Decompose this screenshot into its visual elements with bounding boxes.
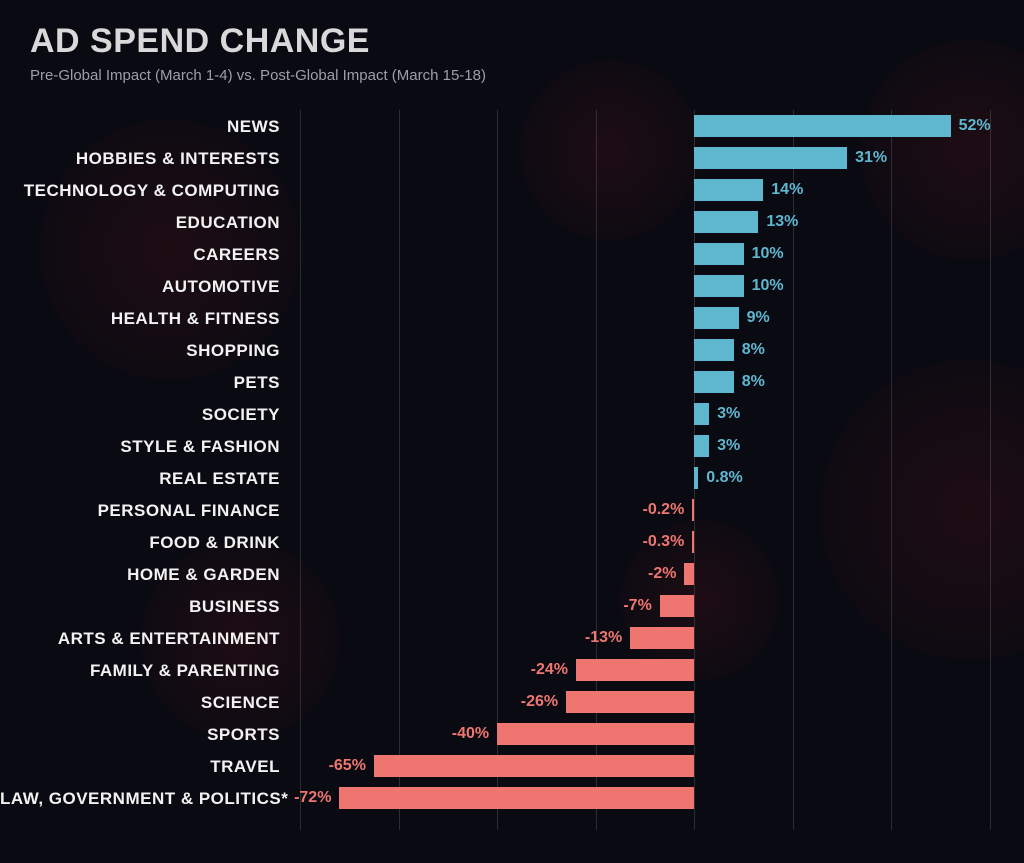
- chart-row: HOBBIES & INTERESTS31%: [300, 147, 990, 169]
- chart-title: AD SPEND CHANGE: [30, 22, 486, 61]
- chart-header: AD SPEND CHANGE Pre-Global Impact (March…: [30, 22, 486, 84]
- chart-row: TRAVEL-65%: [300, 755, 990, 777]
- chart-row: SPORTS-40%: [300, 723, 990, 745]
- value-label: 9%: [747, 309, 770, 327]
- value-label: -13%: [585, 629, 622, 647]
- category-label: SCIENCE: [0, 693, 290, 713]
- value-label: 10%: [752, 277, 784, 295]
- bar: [694, 403, 709, 425]
- bar: [566, 691, 694, 713]
- category-label: BUSINESS: [0, 597, 290, 617]
- bar: [694, 339, 733, 361]
- bar: [694, 307, 738, 329]
- bar: [694, 211, 758, 233]
- category-label: PETS: [0, 373, 290, 393]
- value-label: 13%: [766, 213, 798, 231]
- category-label: PERSONAL FINANCE: [0, 501, 290, 521]
- chart-row: BUSINESS-7%: [300, 595, 990, 617]
- chart-row: SOCIETY3%: [300, 403, 990, 425]
- bar: [576, 659, 694, 681]
- chart-row: EDUCATION13%: [300, 211, 990, 233]
- value-label: 31%: [855, 149, 887, 167]
- chart-subtitle: Pre-Global Impact (March 1-4) vs. Post-G…: [30, 67, 486, 84]
- bar: [694, 275, 743, 297]
- chart-row: SCIENCE-26%: [300, 691, 990, 713]
- category-label: SHOPPING: [0, 341, 290, 361]
- category-label: TRAVEL: [0, 757, 290, 777]
- bar: [692, 531, 694, 553]
- chart-row: CAREERS10%: [300, 243, 990, 265]
- bar: [374, 755, 694, 777]
- category-label: FAMILY & PARENTING: [0, 661, 290, 681]
- category-label: SOCIETY: [0, 405, 290, 425]
- value-label: -7%: [623, 597, 651, 615]
- bar: [497, 723, 694, 745]
- chart-row: FOOD & DRINK-0.3%: [300, 531, 990, 553]
- bar: [694, 371, 733, 393]
- value-label: -72%: [294, 789, 331, 807]
- bar: [694, 435, 709, 457]
- value-label: -24%: [531, 661, 568, 679]
- bar: [694, 179, 763, 201]
- value-label: 8%: [742, 373, 765, 391]
- value-label: -40%: [452, 725, 489, 743]
- category-label: FOOD & DRINK: [0, 533, 290, 553]
- chart-row: ARTS & ENTERTAINMENT-13%: [300, 627, 990, 649]
- value-label: 8%: [742, 341, 765, 359]
- bar: [339, 787, 694, 809]
- chart-row: STYLE & FASHION3%: [300, 435, 990, 457]
- category-label: TECHNOLOGY & COMPUTING: [0, 181, 290, 201]
- category-label: EDUCATION: [0, 213, 290, 233]
- category-label: NEWS: [0, 117, 290, 137]
- bar: [692, 499, 694, 521]
- category-label: LAW, GOVERNMENT & POLITICS*: [0, 789, 290, 809]
- category-label: SPORTS: [0, 725, 290, 745]
- gridline: [990, 110, 991, 830]
- value-label: 3%: [717, 437, 740, 455]
- chart-row: HOME & GARDEN-2%: [300, 563, 990, 585]
- chart-row: LAW, GOVERNMENT & POLITICS*-72%: [300, 787, 990, 809]
- bar: [694, 243, 743, 265]
- value-label: 3%: [717, 405, 740, 423]
- category-label: CAREERS: [0, 245, 290, 265]
- value-label: -0.3%: [643, 533, 685, 551]
- category-label: STYLE & FASHION: [0, 437, 290, 457]
- category-label: HOME & GARDEN: [0, 565, 290, 585]
- value-label: 10%: [752, 245, 784, 263]
- value-label: 14%: [771, 181, 803, 199]
- value-label: -2%: [648, 565, 676, 583]
- chart-row: NEWS52%: [300, 115, 990, 137]
- chart-row: HEALTH & FITNESS9%: [300, 307, 990, 329]
- bar: [630, 627, 694, 649]
- category-label: REAL ESTATE: [0, 469, 290, 489]
- chart-row: PETS8%: [300, 371, 990, 393]
- category-label: ARTS & ENTERTAINMENT: [0, 629, 290, 649]
- chart-row: REAL ESTATE0.8%: [300, 467, 990, 489]
- value-label: -26%: [521, 693, 558, 711]
- value-label: -0.2%: [643, 501, 685, 519]
- category-label: HEALTH & FITNESS: [0, 309, 290, 329]
- chart-row: SHOPPING8%: [300, 339, 990, 361]
- value-label: 52%: [959, 117, 991, 135]
- bar: [694, 115, 950, 137]
- bar: [660, 595, 695, 617]
- bar: [684, 563, 694, 585]
- category-label: HOBBIES & INTERESTS: [0, 149, 290, 169]
- chart-row: FAMILY & PARENTING-24%: [300, 659, 990, 681]
- value-label: 0.8%: [706, 469, 742, 487]
- ad-spend-chart: NEWS52% HOBBIES & INTERESTS31% TECHNOLOGY …: [300, 110, 990, 830]
- value-label: -65%: [329, 757, 366, 775]
- chart-row: TECHNOLOGY & COMPUTING14%: [300, 179, 990, 201]
- bar: [694, 147, 847, 169]
- chart-row: AUTOMOTIVE10%: [300, 275, 990, 297]
- bar: [694, 467, 698, 489]
- category-label: AUTOMOTIVE: [0, 277, 290, 297]
- chart-row: PERSONAL FINANCE-0.2%: [300, 499, 990, 521]
